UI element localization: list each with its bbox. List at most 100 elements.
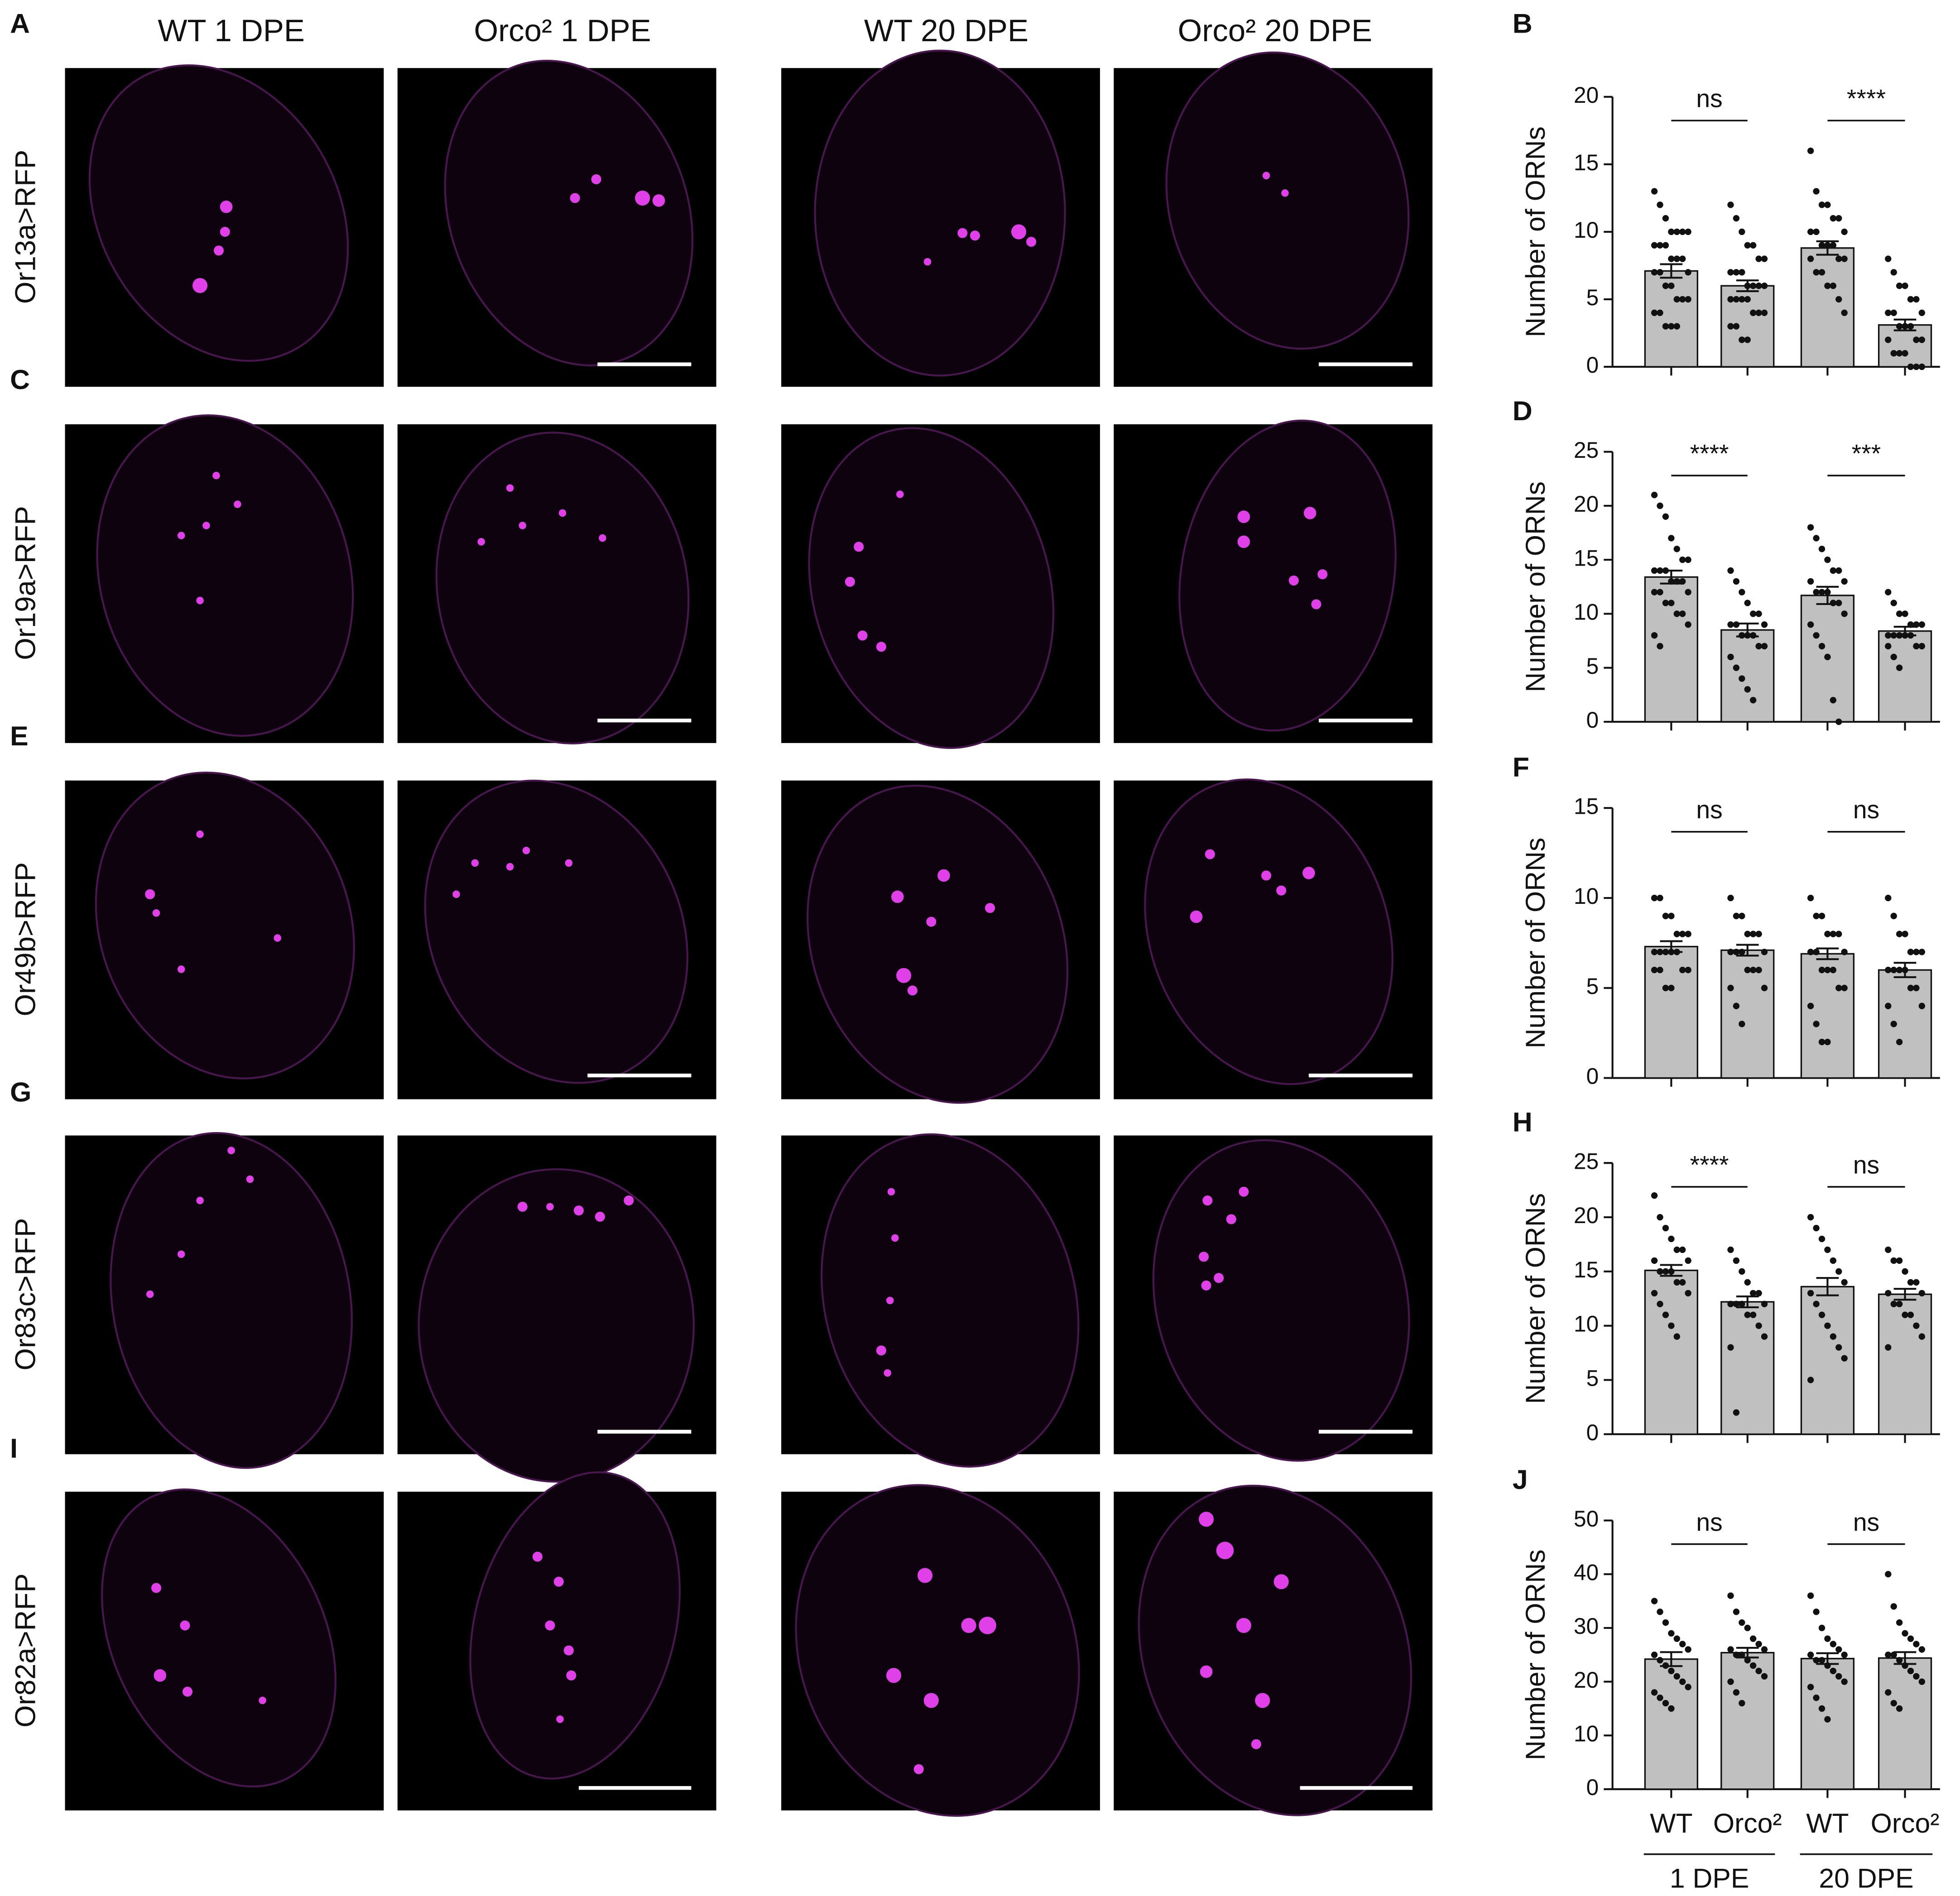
data-point	[1657, 589, 1663, 595]
data-point	[1813, 228, 1820, 235]
y-tick-label: 10	[1574, 1311, 1599, 1337]
data-point	[1739, 1021, 1745, 1027]
data-point	[1739, 228, 1745, 235]
data-point	[1679, 296, 1686, 303]
data-point	[1818, 242, 1825, 249]
data-point	[1896, 323, 1903, 330]
bar	[1800, 953, 1855, 1079]
micrograph	[65, 1488, 384, 1811]
data-point	[1813, 949, 1820, 955]
data-point	[1651, 1290, 1658, 1296]
data-point	[1679, 931, 1686, 937]
x-tick-label: Orco²	[1713, 1808, 1782, 1838]
data-point	[1813, 1224, 1820, 1232]
data-point	[1918, 1290, 1925, 1296]
panel-letter: I	[10, 1433, 18, 1464]
bar	[1644, 1269, 1699, 1435]
data-point	[1913, 1641, 1920, 1647]
y-tick-label: 20	[1574, 491, 1599, 517]
significance-label: ns	[1853, 1151, 1879, 1179]
data-point	[1673, 1635, 1680, 1642]
data-point	[1818, 1038, 1825, 1046]
data-point	[1657, 966, 1663, 974]
micrograph	[1114, 1135, 1433, 1462]
data-point	[1824, 1716, 1831, 1723]
data-point	[1885, 1003, 1892, 1009]
data-point	[1885, 1651, 1892, 1658]
data-point	[1830, 242, 1837, 249]
data-point	[1733, 1301, 1740, 1307]
y-tick-label: 40	[1574, 1560, 1599, 1585]
x-tick-label: WT	[1650, 1808, 1692, 1838]
data-point	[1733, 621, 1740, 628]
data-point	[1651, 269, 1658, 276]
data-point	[1744, 1311, 1751, 1318]
data-point	[1668, 600, 1675, 606]
data-point	[1662, 323, 1669, 330]
column-header: Orco² 1 DPE	[474, 13, 651, 48]
data-point	[1885, 255, 1892, 262]
data-point	[1896, 1038, 1903, 1046]
data-point	[1739, 1700, 1745, 1707]
y-tick-label: 50	[1574, 1506, 1599, 1531]
data-point	[1913, 1279, 1920, 1286]
data-point	[1824, 931, 1831, 937]
data-point	[1807, 1592, 1814, 1599]
error-bar	[1736, 944, 1759, 957]
micrograph	[65, 772, 384, 1099]
data-point	[1902, 282, 1908, 289]
error-bar	[1816, 1277, 1839, 1296]
data-point	[1835, 1344, 1842, 1351]
data-point	[1813, 1021, 1820, 1027]
data-point	[1824, 1246, 1831, 1253]
data-point	[1733, 949, 1740, 955]
data-point	[1662, 600, 1669, 606]
data-point	[1651, 1257, 1658, 1264]
data-point	[1913, 643, 1920, 650]
data-point	[1907, 1279, 1914, 1286]
data-point	[1830, 1641, 1837, 1647]
data-point	[1807, 1003, 1814, 1009]
error-bar	[1660, 940, 1683, 953]
data-point	[1651, 632, 1658, 639]
data-point	[1761, 949, 1768, 955]
data-point	[1818, 1705, 1825, 1712]
data-point	[1761, 621, 1768, 628]
error-bar	[1660, 569, 1683, 585]
error-bar	[1893, 1288, 1917, 1301]
data-point	[1807, 1684, 1814, 1690]
y-tick-label: 25	[1574, 437, 1599, 463]
data-point	[1807, 255, 1814, 262]
data-point	[1902, 610, 1908, 617]
data-point	[1685, 621, 1691, 628]
error-bar	[1660, 1651, 1683, 1667]
data-point	[1668, 282, 1675, 289]
data-point	[1668, 984, 1675, 992]
data-point	[1885, 1689, 1892, 1696]
data-point	[1913, 336, 1920, 343]
micrograph	[781, 49, 1100, 387]
micrographs	[65, 49, 1433, 1817]
data-point	[1907, 949, 1914, 955]
error-bar	[1893, 318, 1917, 331]
data-point	[1818, 912, 1825, 920]
error-bar	[1736, 622, 1759, 638]
micrograph	[397, 1135, 716, 1483]
data-point	[1807, 524, 1814, 531]
data-point	[1807, 894, 1814, 902]
error-bar	[1736, 1295, 1759, 1308]
data-point	[1668, 912, 1675, 920]
data-point	[1727, 1592, 1734, 1599]
data-point	[1739, 269, 1745, 276]
data-point	[1685, 557, 1691, 563]
data-point	[1651, 966, 1658, 974]
data-point	[1750, 1311, 1757, 1318]
y-tick-label: 0	[1586, 352, 1599, 378]
bar	[1720, 1301, 1775, 1435]
column-header: WT 1 DPE	[158, 13, 305, 48]
data-point	[1918, 1003, 1925, 1009]
data-point	[1750, 309, 1757, 316]
data-point	[1739, 912, 1745, 920]
data-point	[1733, 578, 1740, 585]
y-tick-label: 0	[1586, 1064, 1599, 1089]
